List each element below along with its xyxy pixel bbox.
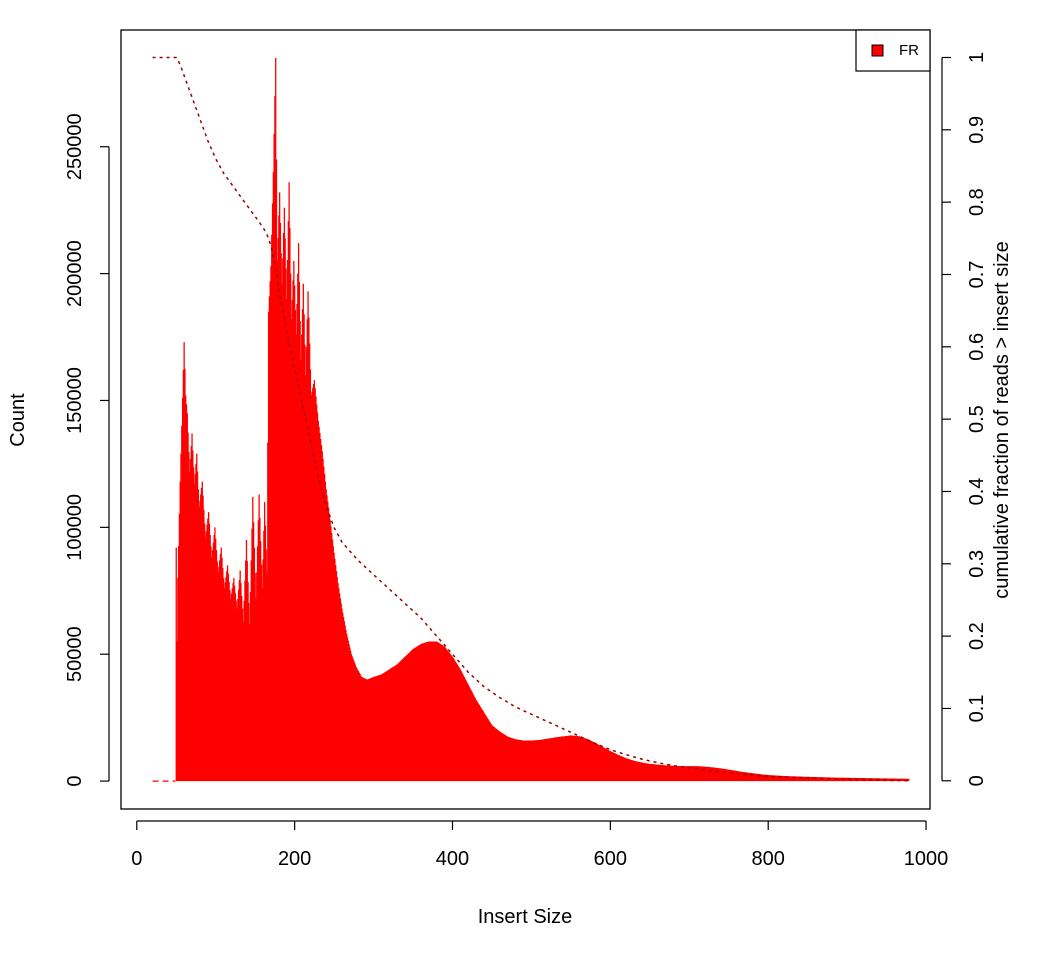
y-tick-label: 0 <box>64 776 86 787</box>
cumulative-fraction-line <box>152 56 909 782</box>
x-tick-label: 1000 <box>904 848 949 870</box>
plot-frame <box>120 29 931 810</box>
y-axis-label: Count <box>7 393 29 447</box>
y-tick-label: 250000 <box>64 113 86 180</box>
histogram-bars <box>175 57 910 782</box>
y2-tick-label: 0.9 <box>966 116 988 144</box>
x-tick-label: 0 <box>131 848 142 870</box>
y2-tick-label: 0.7 <box>966 261 988 289</box>
y-tick-label: 100000 <box>64 494 86 561</box>
y2-axis-label: cumulative fraction of reads > insert si… <box>991 241 1013 598</box>
y2-tick-label: 0.8 <box>966 188 988 216</box>
y-tick-label: 150000 <box>64 367 86 434</box>
y2-tick-label: 0.2 <box>966 622 988 650</box>
legend: FR <box>855 29 931 72</box>
x-axis-label: Insert Size <box>478 906 572 928</box>
y2-tick-label: 0.5 <box>966 405 988 433</box>
legend-label: FR <box>899 42 919 59</box>
plot-area <box>152 56 910 782</box>
x-tick-label: 800 <box>752 848 785 870</box>
y2-tick-label: 0.3 <box>966 550 988 578</box>
y-tick-label: 200000 <box>64 240 86 307</box>
x-tick-label: 600 <box>594 848 627 870</box>
legend-box <box>855 29 931 72</box>
x-tick-label: 400 <box>436 848 469 870</box>
y2-tick-label: 1 <box>966 52 988 63</box>
y2-tick-label: 0.6 <box>966 333 988 361</box>
y2-tick-label: 0.1 <box>966 695 988 723</box>
y2-tick-label: 0 <box>966 775 988 786</box>
x-tick-label: 200 <box>278 848 311 870</box>
legend-swatch <box>871 44 884 57</box>
y2-tick-label: 0.4 <box>966 478 988 506</box>
y-tick-label: 50000 <box>64 626 86 682</box>
axes: 0 200 400 600 800 1000 0 50000 100000 150000 20000… <box>64 29 988 870</box>
